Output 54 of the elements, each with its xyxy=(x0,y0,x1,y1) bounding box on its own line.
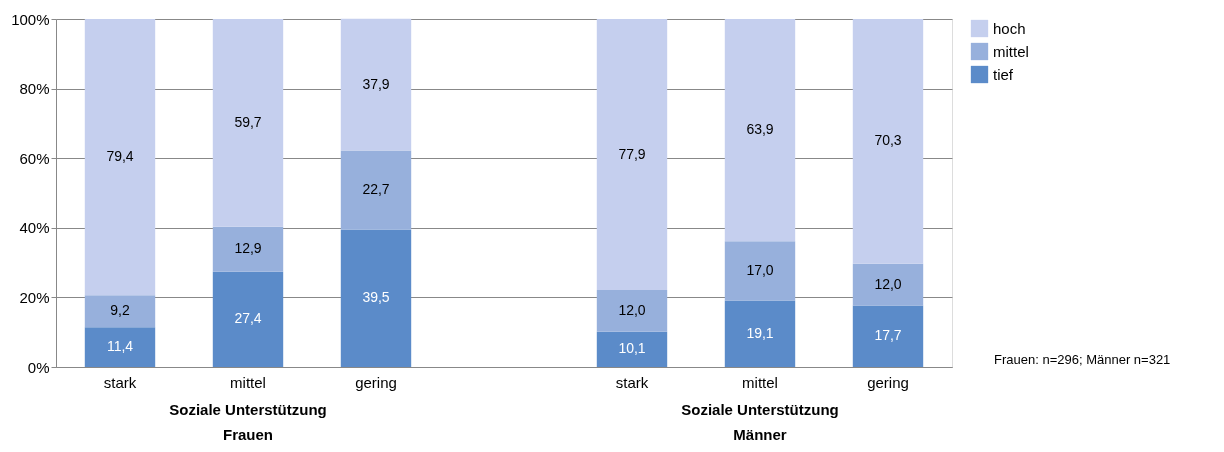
text: Soziale Unterstützung Männer xyxy=(681,401,839,443)
bar xyxy=(852,19,924,264)
bar xyxy=(852,305,924,367)
x-tick-label: stark xyxy=(103,373,137,391)
bar xyxy=(212,226,284,272)
y-tick-label: 80% xyxy=(19,80,50,98)
text: Soziale Unterstützung Frauen xyxy=(169,401,327,443)
x-tick-label: gering xyxy=(867,373,909,391)
bar xyxy=(340,229,412,367)
legend-label: hoch xyxy=(993,19,1026,37)
bar xyxy=(596,19,668,291)
data-label: 22,7 xyxy=(362,181,390,198)
bar xyxy=(724,300,796,367)
x-tick-label: stark xyxy=(615,373,649,391)
bar xyxy=(340,18,412,151)
legend-label: tief xyxy=(993,65,1014,83)
y-tick-label: 60% xyxy=(19,149,50,167)
data-label: 12,0 xyxy=(618,301,646,318)
bar xyxy=(340,150,412,230)
data-label: 70,3 xyxy=(874,132,902,149)
data-label: 17,7 xyxy=(874,327,902,344)
data-label: 37,9 xyxy=(362,75,390,92)
bar xyxy=(84,327,156,367)
data-label: 11,4 xyxy=(106,338,134,355)
data-label: 63,9 xyxy=(746,121,774,138)
y-tick-label: 100% xyxy=(11,10,50,28)
data-label: 79,4 xyxy=(106,148,134,165)
bar xyxy=(852,263,924,306)
bar xyxy=(212,271,284,367)
data-label: 77,9 xyxy=(618,145,646,162)
data-label: 12,9 xyxy=(234,240,262,257)
data-label: 59,7 xyxy=(234,113,262,130)
legend-label: mittel xyxy=(993,42,1029,60)
bar xyxy=(724,19,796,242)
bar xyxy=(212,19,284,227)
x-tick-label: gering xyxy=(355,373,397,391)
data-label: 19,1 xyxy=(746,324,774,341)
bar xyxy=(84,295,156,328)
bar xyxy=(596,331,668,367)
data-label: 10,1 xyxy=(618,340,646,357)
bar xyxy=(596,290,668,332)
bar xyxy=(724,241,796,301)
x-tick-label: mittel xyxy=(742,373,778,391)
data-label: 12,0 xyxy=(874,275,902,292)
data-label: 9,2 xyxy=(110,302,130,319)
x-tick-label: mittel xyxy=(230,373,266,391)
data-label: 27,4 xyxy=(234,310,262,327)
data-label: 17,0 xyxy=(746,261,774,278)
y-tick-label: 20% xyxy=(19,288,50,306)
bar xyxy=(84,19,156,296)
y-tick-label: 0% xyxy=(27,358,50,376)
y-tick-label: 40% xyxy=(19,219,50,237)
text: Frauen: n=296; Männer n=321 xyxy=(994,352,1171,367)
data-label: 39,5 xyxy=(362,289,390,306)
